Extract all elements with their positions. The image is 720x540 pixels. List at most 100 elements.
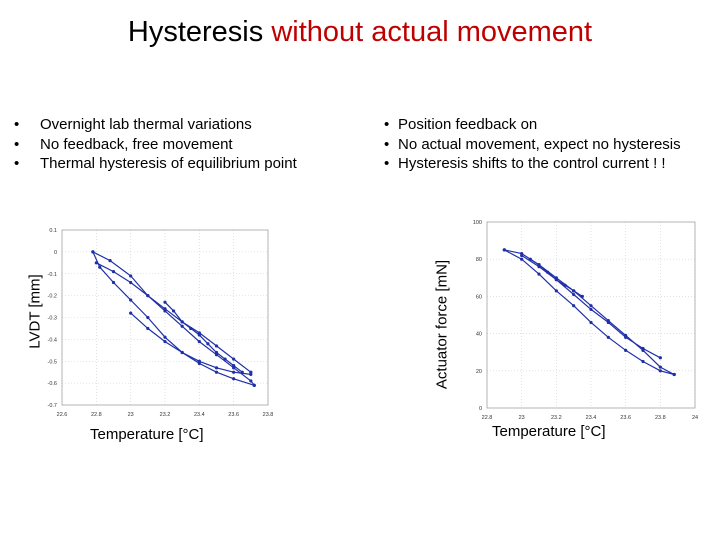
y-tick-label: 80 <box>476 257 482 263</box>
x-tick-label: 23.6 <box>620 415 631 421</box>
data-point <box>214 353 219 357</box>
data-point <box>94 261 98 265</box>
y-tick-label: 0 <box>479 406 482 412</box>
data-point <box>129 311 133 315</box>
x-tick-label: 24 <box>692 415 698 421</box>
data-point <box>624 335 628 339</box>
series-line <box>164 301 243 373</box>
data-point <box>206 342 210 346</box>
data-point <box>606 320 610 325</box>
series-line <box>504 249 675 376</box>
data-point <box>214 366 219 370</box>
data-point <box>589 320 593 325</box>
x-tick-label: 22.6 <box>57 412 68 418</box>
data-point <box>563 283 567 287</box>
data-point <box>502 248 506 252</box>
right-bullet: Hysteresis shifts to the control current… <box>380 154 720 174</box>
plot-frame <box>61 229 269 406</box>
data-point <box>197 361 201 366</box>
right-bullet-list: Position feedback on No actual movement,… <box>380 115 720 174</box>
data-point <box>146 315 150 320</box>
data-point <box>520 253 524 258</box>
plot-frame <box>486 221 696 409</box>
data-point <box>146 294 150 298</box>
data-point <box>111 280 116 285</box>
data-point <box>197 359 201 363</box>
title-highlight: without actual movement <box>271 16 593 48</box>
data-point <box>129 298 133 302</box>
data-point <box>589 307 593 312</box>
data-point <box>232 366 236 370</box>
data-point <box>606 335 610 339</box>
data-point <box>171 309 176 313</box>
data-point <box>111 269 116 274</box>
data-point <box>641 359 645 364</box>
data-point <box>572 304 576 308</box>
actuator-force-chart: 22.8 23 23.2 23.4 23.6 23.8 24 100 80 60 40 20 0 <box>473 220 698 421</box>
data-point <box>641 346 645 351</box>
x-tick-label: 22.8 <box>91 412 102 418</box>
y-tick-label: -0.5 <box>48 359 57 365</box>
data-point <box>624 348 628 352</box>
data-point <box>129 274 133 278</box>
right-bullet: Position feedback on <box>380 115 720 135</box>
left-bullet: Overnight lab thermal variations <box>10 115 310 135</box>
x-tick-label: 23 <box>519 415 525 421</box>
data-point <box>214 370 219 374</box>
data-point <box>580 294 584 298</box>
right-bullet: No actual movement, expect no hysteresis <box>380 135 720 155</box>
y-tick-label: 40 <box>476 332 482 338</box>
data-point <box>554 278 558 282</box>
lvdt-y-axis-title: LVDT [mm] <box>26 274 44 349</box>
force-x-axis-title: Temperature [°C] <box>492 423 606 440</box>
data-point <box>98 265 102 269</box>
y-tick-label: 20 <box>476 369 482 375</box>
data-point <box>252 383 256 387</box>
data-point <box>520 257 524 261</box>
data-point <box>249 370 253 374</box>
data-point <box>163 339 167 344</box>
y-tick-label: 0.1 <box>49 228 57 234</box>
y-tick-label: -0.1 <box>48 272 57 278</box>
y-tick-label: -0.2 <box>48 294 57 300</box>
series-line <box>92 251 255 386</box>
data-point <box>232 357 236 361</box>
x-tick-label: 23.2 <box>551 415 562 421</box>
data-point <box>163 335 167 339</box>
data-point <box>197 331 201 335</box>
data-point <box>163 300 167 304</box>
x-tick-label: 23.2 <box>160 412 171 418</box>
data-point <box>554 289 558 293</box>
data-point <box>658 369 662 373</box>
data-point <box>232 377 236 381</box>
y-tick-label: 0 <box>54 250 57 256</box>
data-point <box>658 356 662 360</box>
series-line <box>96 262 252 373</box>
y-tick-label: 100 <box>473 220 482 226</box>
force-y-axis-title: Actuator force [mN] <box>433 259 451 390</box>
series-line <box>130 312 251 375</box>
data-point <box>180 350 184 355</box>
data-point <box>223 357 227 361</box>
data-point <box>91 250 95 254</box>
data-point <box>572 289 576 293</box>
data-point <box>546 270 550 274</box>
left-bullet: No feedback, free movement <box>10 135 310 155</box>
title-part-1: Hysteresis <box>127 16 272 48</box>
data-point <box>189 326 193 331</box>
y-tick-label: -0.3 <box>48 316 57 322</box>
data-point <box>197 333 201 337</box>
data-point <box>589 304 593 308</box>
x-tick-label: 23.8 <box>263 412 274 418</box>
data-point <box>249 372 253 376</box>
data-point <box>528 257 532 261</box>
x-tick-label: 23.8 <box>655 415 666 421</box>
y-tick-label: -0.6 <box>48 381 57 387</box>
slide-title: Hysteresis without actual movement <box>0 14 720 50</box>
lvdt-x-axis-title: Temperature [°C] <box>90 426 204 443</box>
data-point <box>658 365 662 369</box>
data-point <box>232 370 236 374</box>
x-tick-label: 23.4 <box>586 415 597 421</box>
x-tick-label: 23 <box>128 412 134 418</box>
data-point <box>672 372 676 377</box>
